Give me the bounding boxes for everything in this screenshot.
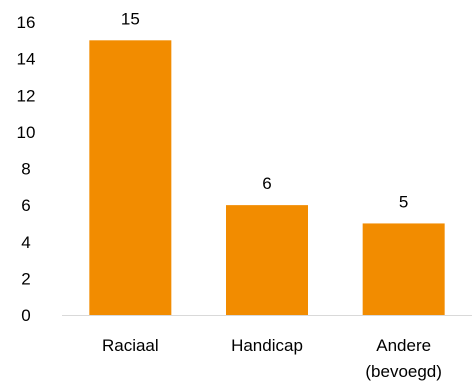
y-tick-label: 10 <box>17 123 36 142</box>
bar-value-label: 6 <box>262 174 271 193</box>
y-tick-label: 2 <box>21 269 30 288</box>
category-label: Handicap <box>231 336 303 355</box>
y-tick-label: 6 <box>21 196 30 215</box>
y-tick-label: 0 <box>21 306 30 325</box>
y-tick-label: 8 <box>21 160 30 179</box>
bar <box>362 223 445 315</box>
y-tick-label: 4 <box>21 233 30 252</box>
y-tick-label: 16 <box>17 13 36 32</box>
category-label: Raciaal <box>102 336 159 355</box>
bars <box>89 40 445 315</box>
bar-value-label: 15 <box>121 9 140 28</box>
category-label: (bevoegd) <box>365 362 442 381</box>
category-labels: Raciaal Handicap Andere (bevoegd) <box>102 336 442 381</box>
bar <box>226 205 308 315</box>
y-axis-ticks: 0 2 4 6 8 10 12 14 16 <box>17 13 36 325</box>
y-tick-label: 12 <box>17 86 36 105</box>
bar-value-label: 5 <box>399 192 408 211</box>
category-label: Andere <box>376 336 431 355</box>
y-tick-label: 14 <box>17 50 36 69</box>
bar <box>89 40 172 315</box>
